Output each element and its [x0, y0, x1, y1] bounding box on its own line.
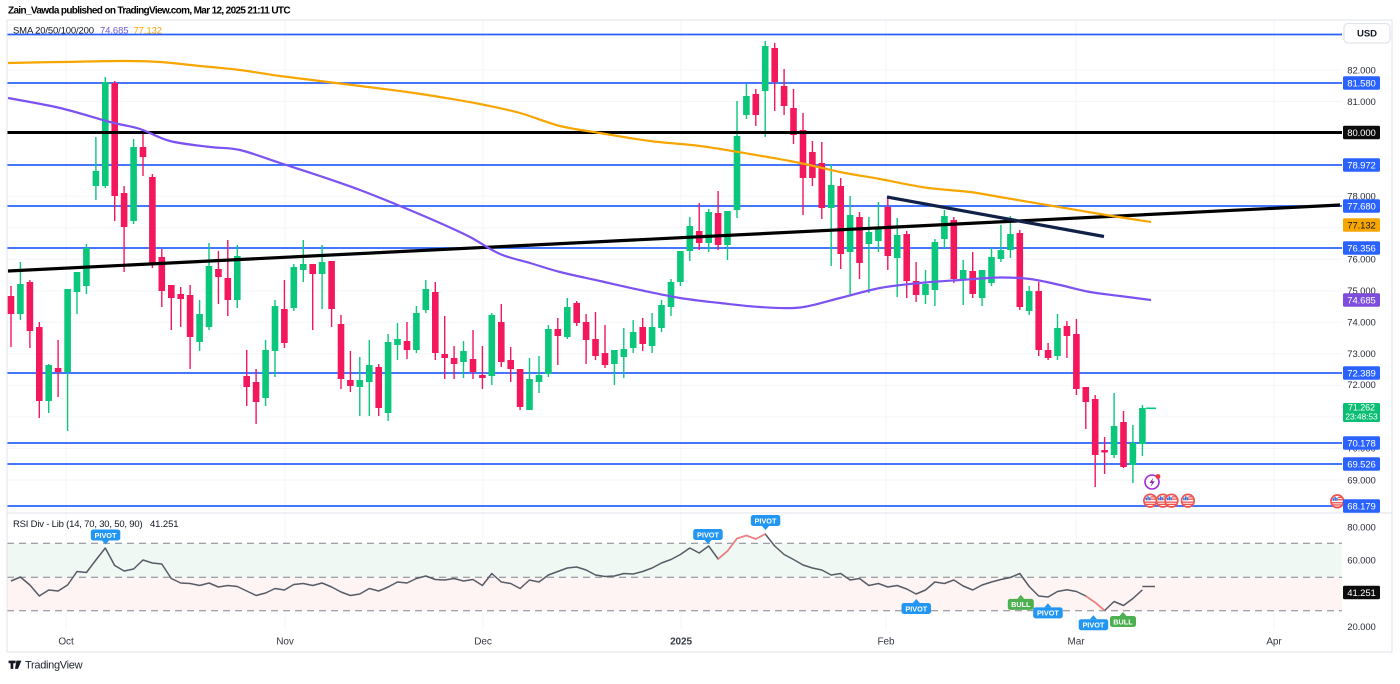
svg-text:41.251: 41.251 [150, 519, 178, 530]
svg-text:BULL: BULL [1011, 600, 1031, 609]
svg-text:80.000: 80.000 [1347, 523, 1375, 534]
svg-text:23:48:53: 23:48:53 [1345, 412, 1378, 422]
svg-text:81.000: 81.000 [1347, 97, 1375, 108]
svg-text:74.685: 74.685 [1347, 296, 1375, 307]
svg-text:73.000: 73.000 [1347, 349, 1375, 360]
svg-text:PIVOT: PIVOT [755, 516, 777, 525]
svg-text:77.132: 77.132 [1347, 221, 1375, 232]
svg-text:PIVOT: PIVOT [905, 604, 927, 613]
svg-text:PIVOT: PIVOT [95, 531, 117, 540]
svg-text:USD: USD [1357, 29, 1377, 40]
svg-text:75.000: 75.000 [1347, 286, 1375, 297]
svg-text:80.000: 80.000 [1347, 128, 1375, 139]
svg-text:72.389: 72.389 [1347, 369, 1375, 380]
svg-text:Nov: Nov [276, 637, 294, 648]
svg-text:PIVOT: PIVOT [697, 530, 719, 539]
svg-text:Mar: Mar [1068, 637, 1086, 648]
svg-text:SMA 20/50/100/200: SMA 20/50/100/200 [13, 26, 94, 37]
svg-text:70.178: 70.178 [1347, 439, 1375, 450]
svg-text:60.000: 60.000 [1347, 556, 1375, 567]
svg-text:78.000: 78.000 [1347, 192, 1375, 203]
svg-text:Apr: Apr [1266, 637, 1282, 648]
svg-text:76.356: 76.356 [1347, 244, 1375, 255]
svg-text:69.000: 69.000 [1347, 476, 1375, 487]
svg-text:77.680: 77.680 [1347, 202, 1375, 213]
svg-text:76.000: 76.000 [1347, 255, 1375, 266]
svg-text:PIVOT: PIVOT [1082, 621, 1104, 630]
svg-text:TradingView: TradingView [25, 660, 83, 672]
svg-text:RSI Div - Lib (14, 70, 30, 50,: RSI Div - Lib (14, 70, 30, 50, 90) [13, 519, 142, 530]
svg-text:81.580: 81.580 [1347, 79, 1375, 90]
svg-text:BULL: BULL [1113, 617, 1133, 626]
svg-text:PIVOT: PIVOT [1037, 609, 1059, 618]
svg-text:74.000: 74.000 [1347, 318, 1375, 329]
svg-text:72.000: 72.000 [1347, 380, 1375, 391]
svg-text:Dec: Dec [474, 637, 492, 648]
svg-text:78.972: 78.972 [1347, 161, 1375, 172]
svg-text:69.526: 69.526 [1347, 460, 1375, 471]
svg-text:Feb: Feb [878, 637, 895, 648]
svg-text:74.685: 74.685 [100, 26, 128, 37]
svg-text:Oct: Oct [58, 637, 74, 648]
svg-text:Zain_Vawda published on Tradin: Zain_Vawda published on TradingView.com,… [8, 6, 290, 17]
svg-text:41.251: 41.251 [1347, 588, 1375, 599]
svg-text:2025: 2025 [670, 637, 692, 648]
svg-text:77.132: 77.132 [134, 26, 162, 37]
svg-text:20.000: 20.000 [1347, 622, 1375, 633]
svg-text:68.179: 68.179 [1347, 502, 1375, 513]
svg-text:82.000: 82.000 [1347, 66, 1375, 77]
svg-text:71.262: 71.262 [1348, 403, 1375, 413]
